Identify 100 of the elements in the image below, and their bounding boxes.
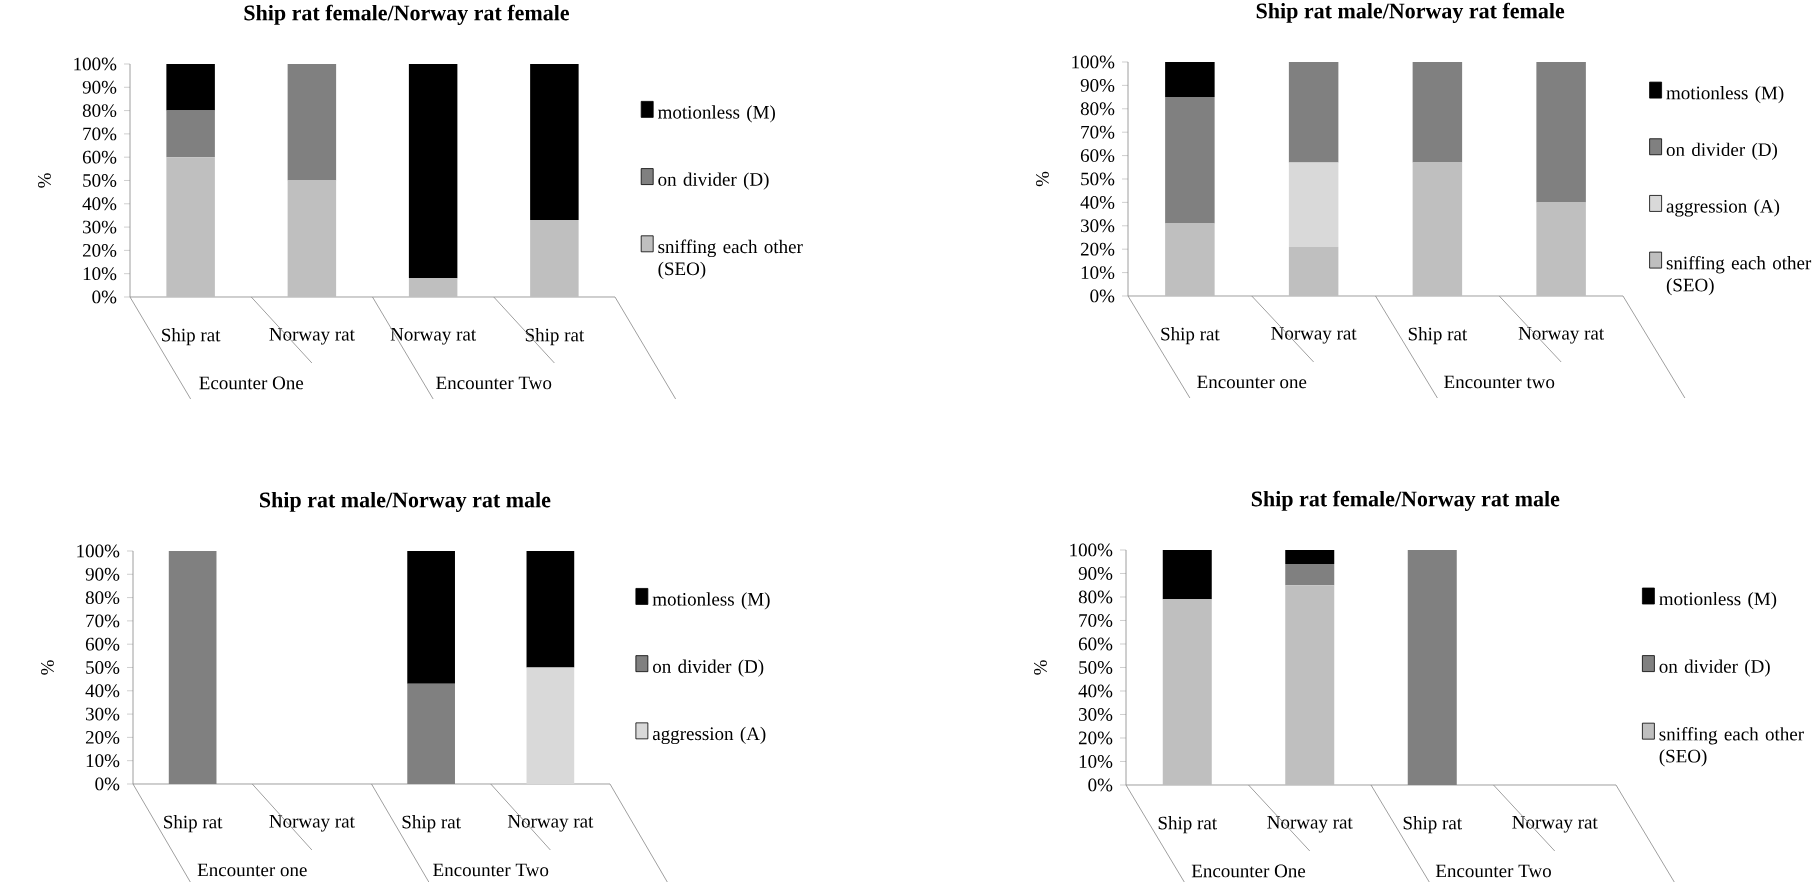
y-tick-label: 30%: [83, 220, 117, 234]
legend-label: on divider (D): [1666, 142, 1778, 160]
text: Encounter One: [1191, 864, 1306, 878]
text: Ecounter One: [199, 376, 304, 390]
y-axis-title: %: [1033, 660, 1047, 675]
bar: [1288, 61, 1339, 163]
y-tick-label: 30%: [1079, 708, 1113, 721]
legend-label: sniffing each other (SEO): [658, 239, 803, 280]
y-tick-label: 60%: [1078, 637, 1113, 651]
y-tick-label: 40%: [82, 197, 117, 211]
y-tick-label: 70%: [1081, 125, 1115, 139]
y-tick-label: 0%: [95, 777, 120, 791]
x-tick-label: Norway rat: [1267, 816, 1353, 833]
x-tick-label: Norway rat: [269, 328, 355, 345]
x-tick-label: Ship rat: [525, 328, 585, 346]
legend-label: aggression (A): [1666, 199, 1780, 217]
bar: [1285, 549, 1335, 565]
y-tick-label: 40%: [1078, 684, 1113, 698]
y-tick-label: 50%: [1081, 172, 1115, 186]
y-tick-label: 60%: [82, 150, 117, 164]
legend-label: motionless (M): [658, 105, 775, 123]
bar: [530, 63, 579, 221]
y-tick-label: 40%: [85, 684, 120, 698]
y-tick-label: 50%: [83, 174, 117, 187]
y-tick-label: 80%: [85, 591, 120, 605]
x-tick-label: Norway rat: [1518, 327, 1605, 344]
bar: [408, 63, 458, 279]
y-tick-label: 10%: [1081, 266, 1115, 280]
bar: [1412, 162, 1463, 296]
y-tick-label: 100%: [74, 57, 117, 71]
bar: [1165, 61, 1215, 98]
y-tick-label: 70%: [1079, 614, 1113, 627]
y-tick-label: 70%: [83, 127, 117, 141]
y-tick-label: 20%: [82, 243, 117, 257]
y-axis-title: %: [40, 660, 54, 675]
y-tick-label: 30%: [1081, 219, 1115, 233]
bar: [1162, 599, 1212, 785]
y-tick-label: 20%: [1078, 731, 1113, 745]
text: Encounter Two: [436, 376, 552, 390]
y-tick-label: 90%: [1080, 78, 1115, 92]
bar: [1412, 61, 1463, 163]
y-tick-label: 10%: [86, 754, 120, 768]
y-tick-label: 80%: [82, 104, 117, 118]
x-tick-label: Ship rat: [1158, 816, 1217, 834]
bar: [1162, 549, 1212, 600]
y-tick-label: 100%: [1070, 543, 1113, 557]
chart-title: Ship rat male/Norway rat female: [1256, 2, 1565, 23]
y-tick-label: 60%: [1080, 149, 1115, 163]
bar: [166, 110, 215, 158]
y-tick-label: 0%: [92, 290, 117, 304]
legend-label: on divider (D): [658, 172, 769, 190]
bar: [526, 667, 575, 784]
bar: [1536, 202, 1586, 296]
text: Encounter one: [1197, 375, 1307, 389]
x-tick-label: Norway rat: [269, 815, 355, 832]
y-tick-label: 30%: [86, 707, 120, 721]
legend-label: on divider (D): [1659, 659, 1770, 677]
y-tick-label: 60%: [85, 637, 120, 651]
text: Encounter two: [1444, 375, 1555, 389]
bar: [287, 180, 337, 297]
legend-label: on divider (D): [653, 659, 764, 677]
legend-label: motionless (M): [652, 592, 770, 610]
y-tick-label: 40%: [1080, 195, 1115, 209]
y-axis-title: %: [37, 173, 51, 188]
x-tick-label: Ship rat: [1161, 327, 1220, 345]
text: Encounter one: [197, 863, 307, 877]
y-tick-label: 90%: [85, 567, 120, 581]
text: Encounter Two: [433, 863, 549, 877]
text: Encounter Two: [1435, 864, 1551, 878]
x-tick-label: Norway rat: [390, 328, 477, 345]
y-tick-label: 0%: [1088, 778, 1113, 792]
y-tick-label: 100%: [1072, 55, 1115, 69]
bar: [408, 278, 458, 297]
bar: [287, 63, 337, 181]
x-tick-label: Ship rat: [1408, 327, 1468, 345]
bar: [1285, 564, 1335, 586]
chart-title: Ship rat male/Norway rat male: [260, 491, 551, 512]
chart-title: Ship rat female/Norway rat female: [244, 4, 570, 25]
y-tick-label: 10%: [1079, 755, 1113, 768]
bar: [526, 550, 575, 668]
x-tick-label: Ship rat: [162, 328, 221, 346]
legend-label: motionless (M): [1666, 86, 1784, 104]
bar: [407, 550, 455, 684]
bar: [1285, 585, 1335, 785]
bar: [1536, 61, 1586, 203]
y-axis-title: %: [1035, 171, 1049, 187]
y-tick-label: 0%: [1090, 289, 1115, 303]
bar: [1165, 223, 1215, 296]
bar: [530, 220, 579, 297]
legend-label: aggression (A): [652, 726, 766, 745]
bar: [166, 63, 215, 111]
y-tick-label: 100%: [77, 544, 120, 558]
y-tick-label: 20%: [1080, 242, 1115, 256]
x-tick-label: Norway rat: [1512, 816, 1598, 833]
y-tick-label: 70%: [86, 614, 120, 628]
y-tick-label: 10%: [83, 267, 117, 281]
chart-title: Ship rat female/Norway rat male: [1251, 490, 1560, 511]
bar: [1288, 246, 1339, 296]
y-tick-label: 80%: [1078, 590, 1113, 604]
bar: [166, 157, 215, 297]
